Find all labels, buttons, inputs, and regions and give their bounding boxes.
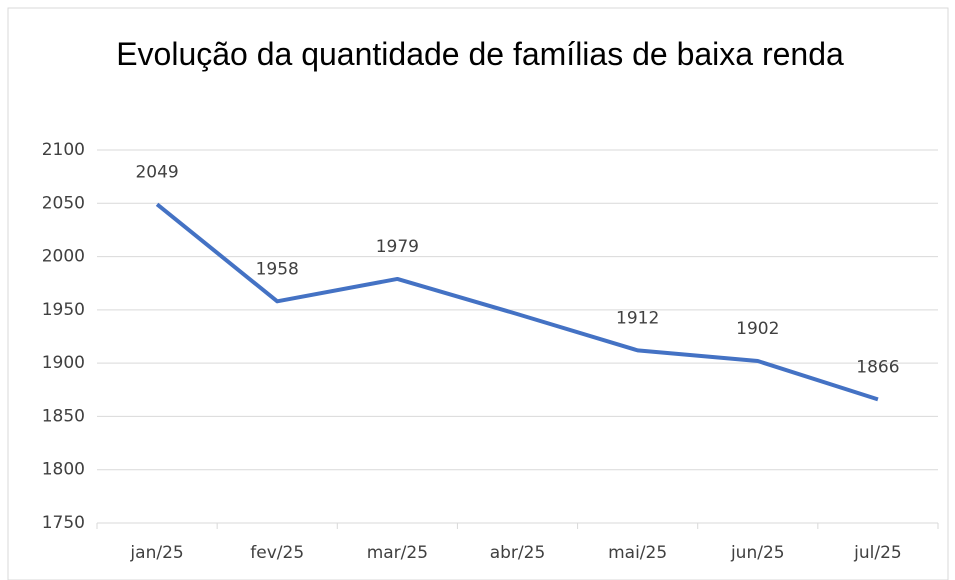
x-tick-label: mar/25 <box>367 543 428 563</box>
chart-border <box>7 7 949 580</box>
data-label: 1958 <box>256 259 299 279</box>
data-label: 1866 <box>856 357 899 377</box>
chart-title: Evolução da quantidade de famílias de ba… <box>116 36 844 72</box>
x-tick-label: jun/25 <box>730 543 785 563</box>
data-label: 1912 <box>616 308 659 328</box>
y-tick-label: 1750 <box>42 513 85 533</box>
y-tick-label: 1800 <box>42 460 85 480</box>
y-tick-label: 2100 <box>42 140 85 160</box>
y-tick-label: 1900 <box>42 353 85 373</box>
y-tick-label: 2000 <box>42 247 85 267</box>
data-line <box>155 202 879 402</box>
x-tick-label: mai/25 <box>608 543 667 563</box>
y-tick-label: 1850 <box>42 406 85 426</box>
y-tick-label: 2050 <box>42 193 85 213</box>
x-tick-label: abr/25 <box>490 543 546 563</box>
y-tick-label: 1950 <box>42 300 85 320</box>
x-tick-label: fev/25 <box>250 543 304 563</box>
data-label: 2049 <box>135 162 178 182</box>
data-label: 1902 <box>736 319 779 339</box>
data-label: 1979 <box>376 237 419 257</box>
x-tick-label: jan/25 <box>129 543 183 563</box>
x-tick-label: jul/25 <box>853 543 902 563</box>
